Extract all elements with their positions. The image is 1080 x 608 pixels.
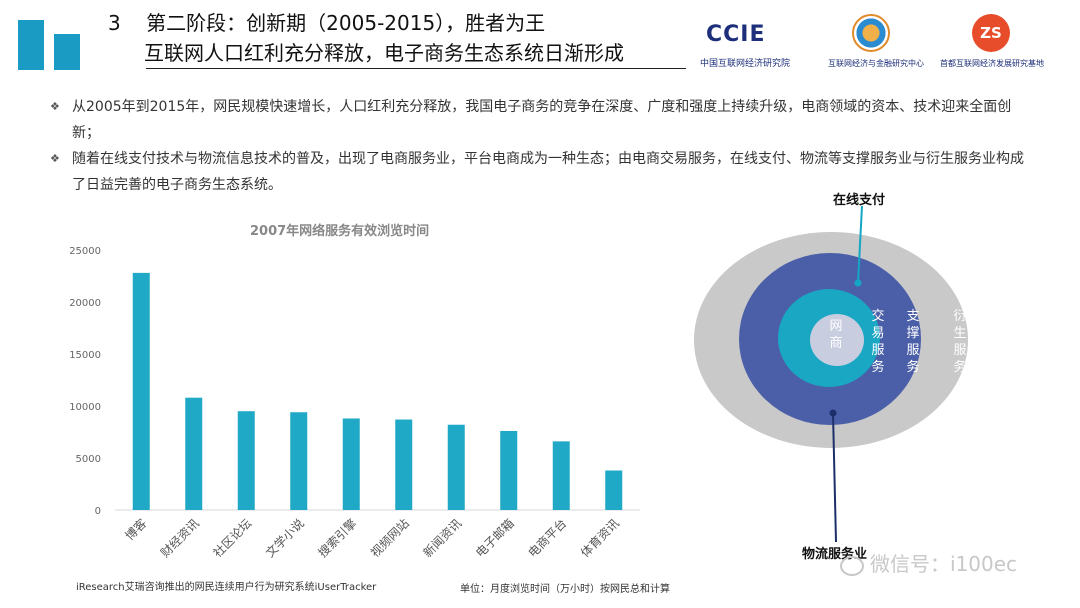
bar	[605, 470, 623, 510]
bar	[237, 411, 255, 510]
bullet-text: 从2005年到2015年，网民规模快速增长，人口红利充分释放，我国电子商务的竞争…	[72, 99, 1012, 141]
title-line-2: 互联网人口红利充分释放，电子商务生态系统日渐形成	[144, 41, 624, 65]
source-note: iResearch艾瑞咨询推出的网民连续用户行为研究系统iUserTracker	[76, 582, 377, 593]
title-divider	[146, 68, 686, 69]
partner-logos: CCIE 中国互联网经济研究院 互联网经济与金融研究中心 ZS 首都互联网经济发…	[700, 14, 1070, 70]
x-tick-label: 财经资讯	[158, 516, 202, 560]
y-tick-label: 15000	[69, 350, 101, 361]
title-line-1: 第二阶段：创新期（2005-2015），胜者为王	[146, 11, 546, 35]
ring-transaction-label: 交易服务	[871, 308, 884, 375]
zs-logo-caption: 首都互联网经济发展研究基地	[940, 59, 1044, 68]
brand-bars-logo	[18, 20, 80, 70]
bar	[395, 419, 413, 510]
callout-top-label: 在线支付	[833, 192, 885, 208]
bullet-item: ❖ 从2005年到2015年，网民规模快速增长，人口红利充分释放，我国电子商务的…	[50, 94, 1030, 146]
bar	[447, 424, 465, 510]
x-tick-label: 博客	[122, 516, 150, 544]
bar	[290, 412, 308, 510]
ccie-logo-caption: 中国互联网经济研究院	[700, 59, 791, 69]
bar	[132, 272, 150, 510]
y-tick-label: 20000	[69, 298, 101, 309]
x-tick-label: 电子邮箱	[472, 516, 517, 561]
bar	[185, 397, 203, 510]
x-tick-label: 搜索引擎	[315, 516, 360, 561]
callout-line-top	[857, 205, 863, 284]
bar	[500, 430, 518, 510]
bullet-list: ❖ 从2005年到2015年，网民规模快速增长，人口红利充分释放，我国电子商务的…	[50, 94, 1030, 198]
unit-note: 单位：月度浏览时间（万小时）按网民总和计算	[460, 584, 670, 595]
y-tick-label: 5000	[76, 454, 101, 465]
x-tick-label: 社区论坛	[210, 516, 255, 561]
y-tick-label: 25000	[69, 246, 101, 257]
chart-title: 2007年网络服务有效浏览时间	[250, 224, 430, 239]
zs-logo: ZS	[972, 14, 1010, 52]
diamond-bullet-icon: ❖	[50, 152, 60, 165]
finance-center-logo	[852, 14, 890, 52]
x-tick-label: 新闻资讯	[420, 516, 465, 561]
ccie-logo: CCIE	[706, 22, 766, 47]
section-number: 3	[108, 11, 121, 35]
bullet-text: 随着在线支付技术与物流信息技术的普及，出现了电商服务业，平台电商成为一种生态；由…	[72, 151, 1024, 193]
bar-chart: 0 5000 10000 15000 20000 25000 博客 财经资讯 社区论坛 文学小说搜…	[69, 246, 640, 561]
callout-line-bottom	[832, 412, 837, 543]
ring-core-label: 网商	[829, 319, 842, 351]
x-tick-label: 文学小说	[262, 516, 307, 561]
ring-core	[810, 314, 864, 366]
callout-dot-bottom	[829, 409, 837, 417]
y-tick-label: 0	[95, 506, 101, 517]
page-title: 3 第二阶段：创新期（2005-2015），胜者为王 互联网人口红利充分释放，电…	[108, 8, 688, 68]
ring-derivative-label: 衍生服务	[953, 309, 966, 375]
y-tick-label: 10000	[69, 402, 101, 413]
diamond-bullet-icon: ❖	[50, 100, 60, 113]
ring-support-label: 支撑服务	[906, 309, 919, 375]
x-tick-label: 体育资讯	[577, 516, 622, 561]
watermark-text: 微信号：i100ec	[870, 552, 1018, 576]
callout-dot-top	[854, 279, 862, 287]
wechat-icon	[840, 555, 864, 576]
bar	[342, 418, 360, 510]
x-tick-label: 电商平台	[525, 516, 570, 561]
finance-center-caption: 互联网经济与金融研究中心	[828, 59, 924, 68]
bullet-item: ❖ 随着在线支付技术与物流信息技术的普及，出现了电商服务业，平台电商成为一种生态…	[50, 146, 1030, 198]
bar	[552, 441, 570, 510]
watermark: 微信号：i100ec	[840, 548, 1017, 577]
x-tick-label: 视频网站	[367, 516, 412, 561]
